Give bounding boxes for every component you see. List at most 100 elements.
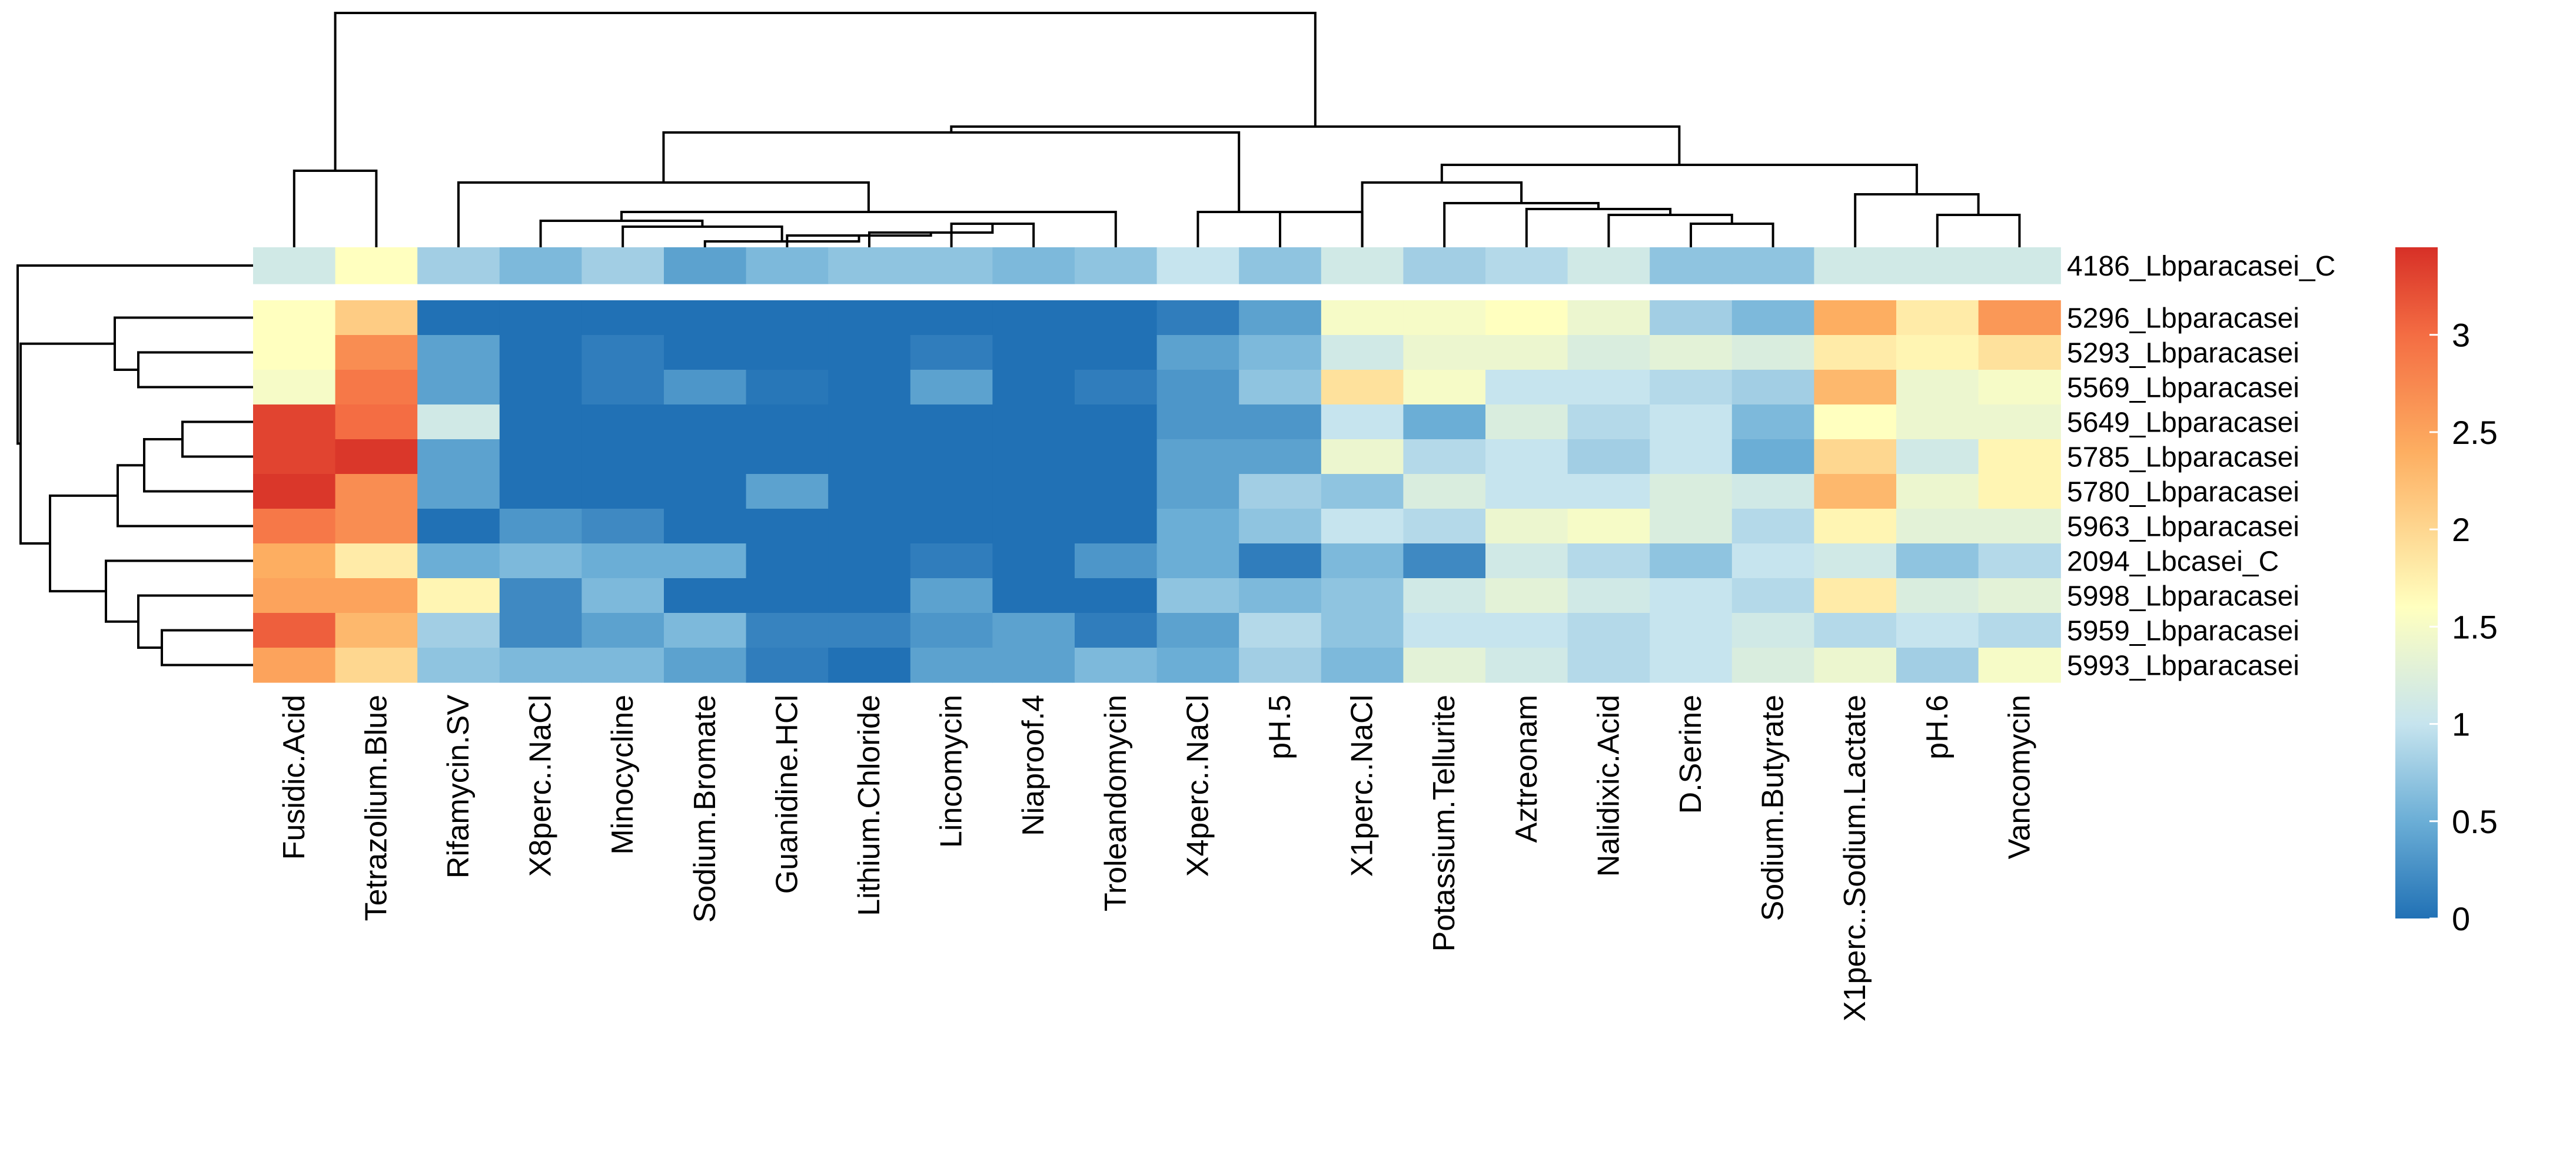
heatmap-cell [1239, 509, 1322, 544]
heatmap-cell [1896, 613, 1979, 648]
heatmap-cell [1239, 439, 1322, 475]
heatmap-cell [746, 509, 829, 544]
heatmap-cell [1814, 335, 1897, 370]
heatmap-cell [746, 439, 829, 475]
heatmap-cell [1156, 578, 1239, 614]
heatmap-cell [1403, 247, 1486, 284]
heatmap-cell [1485, 439, 1568, 475]
heatmap-cell [828, 474, 911, 509]
row-label: 5780_Lbparacasei [2067, 477, 2299, 508]
dendrogram-link [662, 131, 1241, 212]
heatmap-cell [1156, 247, 1239, 284]
heatmap-cell [1896, 509, 1979, 544]
row-label: 5296_Lbparacasei [2067, 303, 2299, 334]
heatmap-cell [1731, 404, 1814, 440]
heatmap-cell [499, 474, 582, 509]
heatmap-cells [253, 247, 2061, 683]
heatmap-cell [1814, 509, 1897, 544]
heatmap-cell [1896, 439, 1979, 475]
heatmap-cell [1075, 613, 1158, 648]
heatmap-cell [335, 474, 418, 509]
dendrogram-link [334, 12, 1317, 171]
dendrogram-link [117, 464, 253, 528]
heatmap-cell [1978, 370, 2061, 405]
dendrogram-link [1196, 211, 1281, 247]
heatmap-cell [1567, 648, 1650, 683]
heatmap-cell [1156, 543, 1239, 579]
column-label: Rifamycin.SV [441, 695, 476, 878]
heatmap-cell [1075, 578, 1158, 614]
heatmap-cell [992, 543, 1075, 579]
heatmap-cell [828, 370, 911, 405]
heatmap-cell [417, 578, 500, 614]
dendrogram-link [292, 170, 378, 247]
heatmap-cell [1156, 439, 1239, 475]
heatmap-cell [581, 543, 664, 579]
heatmap-cell [1156, 404, 1239, 440]
dendrogram-link [105, 559, 253, 623]
heatmap-cell [1156, 335, 1239, 370]
heatmap-cell [1321, 404, 1404, 440]
heatmap-cell [1485, 335, 1568, 370]
heatmap-cell [581, 335, 664, 370]
colorbar-tick-label: 2 [2452, 511, 2470, 548]
heatmap-cell [335, 404, 418, 440]
heatmap-cell [1075, 509, 1158, 544]
heatmap-cell [581, 613, 664, 648]
heatmap-cell [1567, 613, 1650, 648]
heatmap-cell [746, 648, 829, 683]
heatmap-cell [746, 335, 829, 370]
column-dendrogram [292, 12, 2021, 247]
heatmap-cell [1978, 578, 2061, 614]
column-label: X8perc..NaCl [524, 695, 558, 877]
heatmap-cell [1650, 439, 1733, 475]
heatmap-cell [1814, 474, 1897, 509]
heatmap-cell [335, 509, 418, 544]
heatmap-cell [1650, 613, 1733, 648]
heatmap-cell [664, 247, 747, 284]
heatmap-cell [1978, 439, 2061, 475]
column-label: Lithium.Chloride [852, 695, 886, 916]
heatmap-cell [1321, 543, 1404, 579]
heatmap-cell [499, 247, 582, 284]
column-label: pH.6 [1920, 695, 1955, 760]
heatmap-cell [1896, 247, 1979, 284]
heatmap-cell [1731, 648, 1814, 683]
column-label: X1perc..Sodium.Lactate [1838, 695, 1872, 1022]
heatmap-cell [1814, 370, 1897, 405]
heatmap-cell [1731, 300, 1814, 336]
heatmap-cell [910, 543, 993, 579]
heatmap-cell [828, 578, 911, 614]
heatmap-cell [1731, 509, 1814, 544]
heatmap-cell [910, 300, 993, 336]
heatmap-cell [1403, 543, 1486, 579]
heatmap-cell [828, 543, 911, 579]
heatmap-cell [1978, 509, 2061, 544]
heatmap-cell [1485, 247, 1568, 284]
heatmap-cell [746, 578, 829, 614]
heatmap-cell [581, 247, 664, 284]
heatmap-cell [253, 543, 336, 579]
heatmap-cell [335, 613, 418, 648]
heatmap-cell [1239, 648, 1322, 683]
dendrogram-link [1607, 214, 1733, 247]
heatmap-cell [1075, 474, 1158, 509]
heatmap-cell [1321, 474, 1404, 509]
dendrogram-link [181, 420, 253, 458]
heatmap-cell [1567, 404, 1650, 440]
heatmap-cell [1567, 439, 1650, 475]
heatmap-cell [1075, 335, 1158, 370]
heatmap-cell [1321, 300, 1404, 336]
row-label: 5963_Lbparacasei [2067, 512, 2299, 543]
heatmap-cell [1567, 578, 1650, 614]
heatmap-cell [828, 335, 911, 370]
heatmap-cell [1239, 613, 1322, 648]
heatmap-cell [1156, 300, 1239, 336]
heatmap-cell [1403, 335, 1486, 370]
heatmap-cell [1814, 578, 1897, 614]
heatmap-cell [417, 648, 500, 683]
heatmap-cell [664, 335, 747, 370]
heatmap-cell [1321, 439, 1404, 475]
heatmap-cell [1075, 404, 1158, 440]
dendrogram-link [137, 351, 253, 389]
